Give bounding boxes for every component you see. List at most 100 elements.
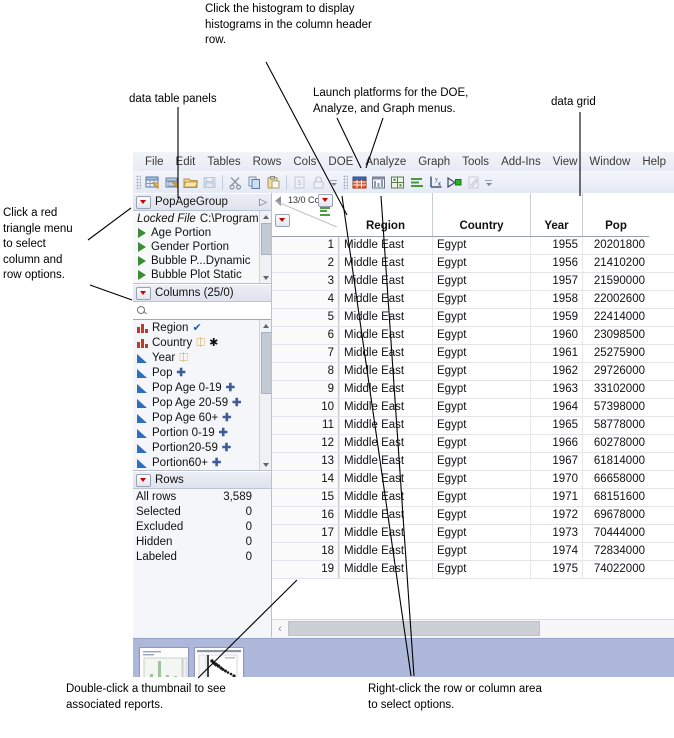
grid-row[interactable]: 18 Middle East Egypt 1974 72834000 bbox=[272, 543, 674, 561]
grid-cell[interactable]: 1962 bbox=[530, 363, 582, 380]
menu-item-window[interactable]: Window bbox=[589, 155, 631, 168]
column-item-portion-0-19[interactable]: Portion 0-19 ✚ bbox=[133, 425, 271, 440]
grid-cell[interactable]: Egypt bbox=[432, 507, 530, 524]
grid-cell[interactable]: Egypt bbox=[432, 327, 530, 344]
column-item-year[interactable]: Year ⎅ bbox=[133, 350, 271, 365]
toolbar-grip-icon[interactable] bbox=[136, 175, 141, 189]
tables-panel-title[interactable]: PopAgeGroup ▷ bbox=[133, 193, 271, 211]
grid-cell[interactable]: Egypt bbox=[432, 453, 530, 470]
collapse-chevron-icon[interactable]: ▷ bbox=[259, 196, 267, 208]
grid-row-number[interactable]: 9 bbox=[272, 381, 339, 398]
grid-row-number[interactable]: 15 bbox=[272, 489, 339, 506]
grid-row[interactable]: 2 Middle East Egypt 1956 21410200 bbox=[272, 255, 674, 273]
menu-item-doe[interactable]: DOE bbox=[328, 155, 354, 168]
chart-bar-icon[interactable] bbox=[408, 174, 425, 191]
scatterplot-icon[interactable] bbox=[446, 174, 463, 191]
grid-cell[interactable]: 1961 bbox=[530, 345, 582, 362]
grid-cell[interactable]: Middle East bbox=[339, 345, 432, 362]
grid-cell[interactable]: 1975 bbox=[530, 561, 582, 578]
grid-cell[interactable]: Middle East bbox=[339, 237, 432, 254]
copy-icon[interactable] bbox=[246, 174, 263, 191]
grid-row[interactable]: 11 Middle East Egypt 1965 58778000 bbox=[272, 417, 674, 435]
menu-item-tables[interactable]: Tables bbox=[207, 155, 241, 168]
scroll-up-arrow-icon[interactable] bbox=[260, 211, 271, 222]
column-item-region[interactable]: Region ✔ bbox=[133, 320, 271, 335]
grid-cell[interactable]: 68151600 bbox=[582, 489, 649, 506]
grid-cell[interactable]: Egypt bbox=[432, 435, 530, 452]
grid-cell[interactable]: Egypt bbox=[432, 255, 530, 272]
grid-cell[interactable]: Egypt bbox=[432, 273, 530, 290]
grid-row[interactable]: 1 Middle East Egypt 1955 20201800 bbox=[272, 237, 674, 255]
grid-cell[interactable]: 29726000 bbox=[582, 363, 649, 380]
grid-row[interactable]: 8 Middle East Egypt 1962 29726000 bbox=[272, 363, 674, 381]
grid-cell[interactable]: 66658000 bbox=[582, 471, 649, 488]
grid-row[interactable]: 9 Middle East Egypt 1963 33102000 bbox=[272, 381, 674, 399]
grid-cell[interactable]: 61814000 bbox=[582, 453, 649, 470]
grid-cell[interactable]: 21590000 bbox=[582, 273, 649, 290]
grid-row-number[interactable]: 17 bbox=[272, 525, 339, 542]
grid-cell[interactable]: Middle East bbox=[339, 435, 432, 452]
grid-row-number[interactable]: 3 bbox=[272, 273, 339, 290]
column-search-row[interactable] bbox=[133, 302, 271, 320]
red-triangle-icon[interactable] bbox=[136, 195, 151, 209]
grid-cell[interactable]: Middle East bbox=[339, 489, 432, 506]
fit-model-icon[interactable] bbox=[389, 174, 406, 191]
grid-cell[interactable]: 74022000 bbox=[582, 561, 649, 578]
script-item-gender-portion[interactable]: Gender Portion bbox=[133, 240, 271, 254]
toolbar-overflow-chevron-icon[interactable] bbox=[330, 174, 338, 190]
grid-column-header-country[interactable]: Country bbox=[432, 193, 530, 236]
scrollbar-thumb[interactable] bbox=[288, 621, 540, 636]
grid-cell[interactable]: Middle East bbox=[339, 561, 432, 578]
grid-row[interactable]: 17 Middle East Egypt 1973 70444000 bbox=[272, 525, 674, 543]
grid-cell[interactable]: 1967 bbox=[530, 453, 582, 470]
grid-cell[interactable]: 1964 bbox=[530, 399, 582, 416]
grid-cell[interactable]: 1971 bbox=[530, 489, 582, 506]
grid-cell[interactable]: Middle East bbox=[339, 453, 432, 470]
grid-row[interactable]: 13 Middle East Egypt 1967 61814000 bbox=[272, 453, 674, 471]
grid-cell[interactable]: 72834000 bbox=[582, 543, 649, 560]
scroll-left-arrow-icon[interactable]: ‹ bbox=[278, 622, 282, 635]
grid-row[interactable]: 7 Middle East Egypt 1961 25275900 bbox=[272, 345, 674, 363]
grid-row[interactable]: 6 Middle East Egypt 1960 23098500 bbox=[272, 327, 674, 345]
menu-item-graph[interactable]: Graph bbox=[418, 155, 451, 168]
run-script-triangle-icon[interactable] bbox=[138, 228, 146, 238]
grid-row[interactable]: 4 Middle East Egypt 1958 22002600 bbox=[272, 291, 674, 309]
scrollbar-thumb[interactable] bbox=[261, 332, 271, 394]
scatterplot-thumbnail[interactable] bbox=[194, 647, 244, 677]
menu-item-cols[interactable]: Cols bbox=[293, 155, 317, 168]
grid-row-number[interactable]: 6 bbox=[272, 327, 339, 344]
grid-cell[interactable]: 22414000 bbox=[582, 309, 649, 326]
grid-cell[interactable]: 1957 bbox=[530, 273, 582, 290]
grid-cell[interactable]: 1963 bbox=[530, 381, 582, 398]
grid-cell[interactable]: 1958 bbox=[530, 291, 582, 308]
grid-cell[interactable]: Middle East bbox=[339, 273, 432, 290]
grid-cell[interactable]: Egypt bbox=[432, 291, 530, 308]
grid-row-number[interactable]: 4 bbox=[272, 291, 339, 308]
run-script-triangle-icon[interactable] bbox=[138, 270, 146, 280]
grid-cell[interactable]: Egypt bbox=[432, 309, 530, 326]
scroll-up-arrow-icon[interactable] bbox=[260, 320, 271, 331]
grid-cell[interactable]: Middle East bbox=[339, 417, 432, 434]
column-item-pop[interactable]: Pop ✚ bbox=[133, 365, 271, 380]
scroll-down-arrow-icon[interactable] bbox=[260, 272, 271, 283]
grid-cell[interactable]: 58778000 bbox=[582, 417, 649, 434]
column-item-pop-age-60-plus[interactable]: Pop Age 60+ ✚ bbox=[133, 410, 271, 425]
grid-row-number[interactable]: 10 bbox=[272, 399, 339, 416]
grid-cell[interactable]: Egypt bbox=[432, 381, 530, 398]
toolbar-grip-icon[interactable] bbox=[343, 175, 348, 189]
scroll-down-arrow-icon[interactable] bbox=[260, 459, 271, 470]
toolbar-overflow-chevron-icon[interactable] bbox=[485, 174, 493, 190]
grid-row[interactable]: 19 Middle East Egypt 1975 74022000 bbox=[272, 561, 674, 579]
grid-row-number[interactable]: 13 bbox=[272, 453, 339, 470]
grid-cell[interactable]: 1966 bbox=[530, 435, 582, 452]
cut-scissors-icon[interactable] bbox=[227, 174, 244, 191]
red-triangle-icon[interactable] bbox=[136, 286, 151, 300]
grid-cell[interactable]: Middle East bbox=[339, 363, 432, 380]
grid-cell[interactable]: 1956 bbox=[530, 255, 582, 272]
grid-cell[interactable]: Middle East bbox=[339, 525, 432, 542]
grid-cell[interactable]: 1973 bbox=[530, 525, 582, 542]
grid-row-number[interactable]: 1 bbox=[272, 237, 339, 254]
grid-row-number[interactable]: 5 bbox=[272, 309, 339, 326]
grid-row-number[interactable]: 2 bbox=[272, 255, 339, 272]
grid-cell[interactable]: Middle East bbox=[339, 255, 432, 272]
